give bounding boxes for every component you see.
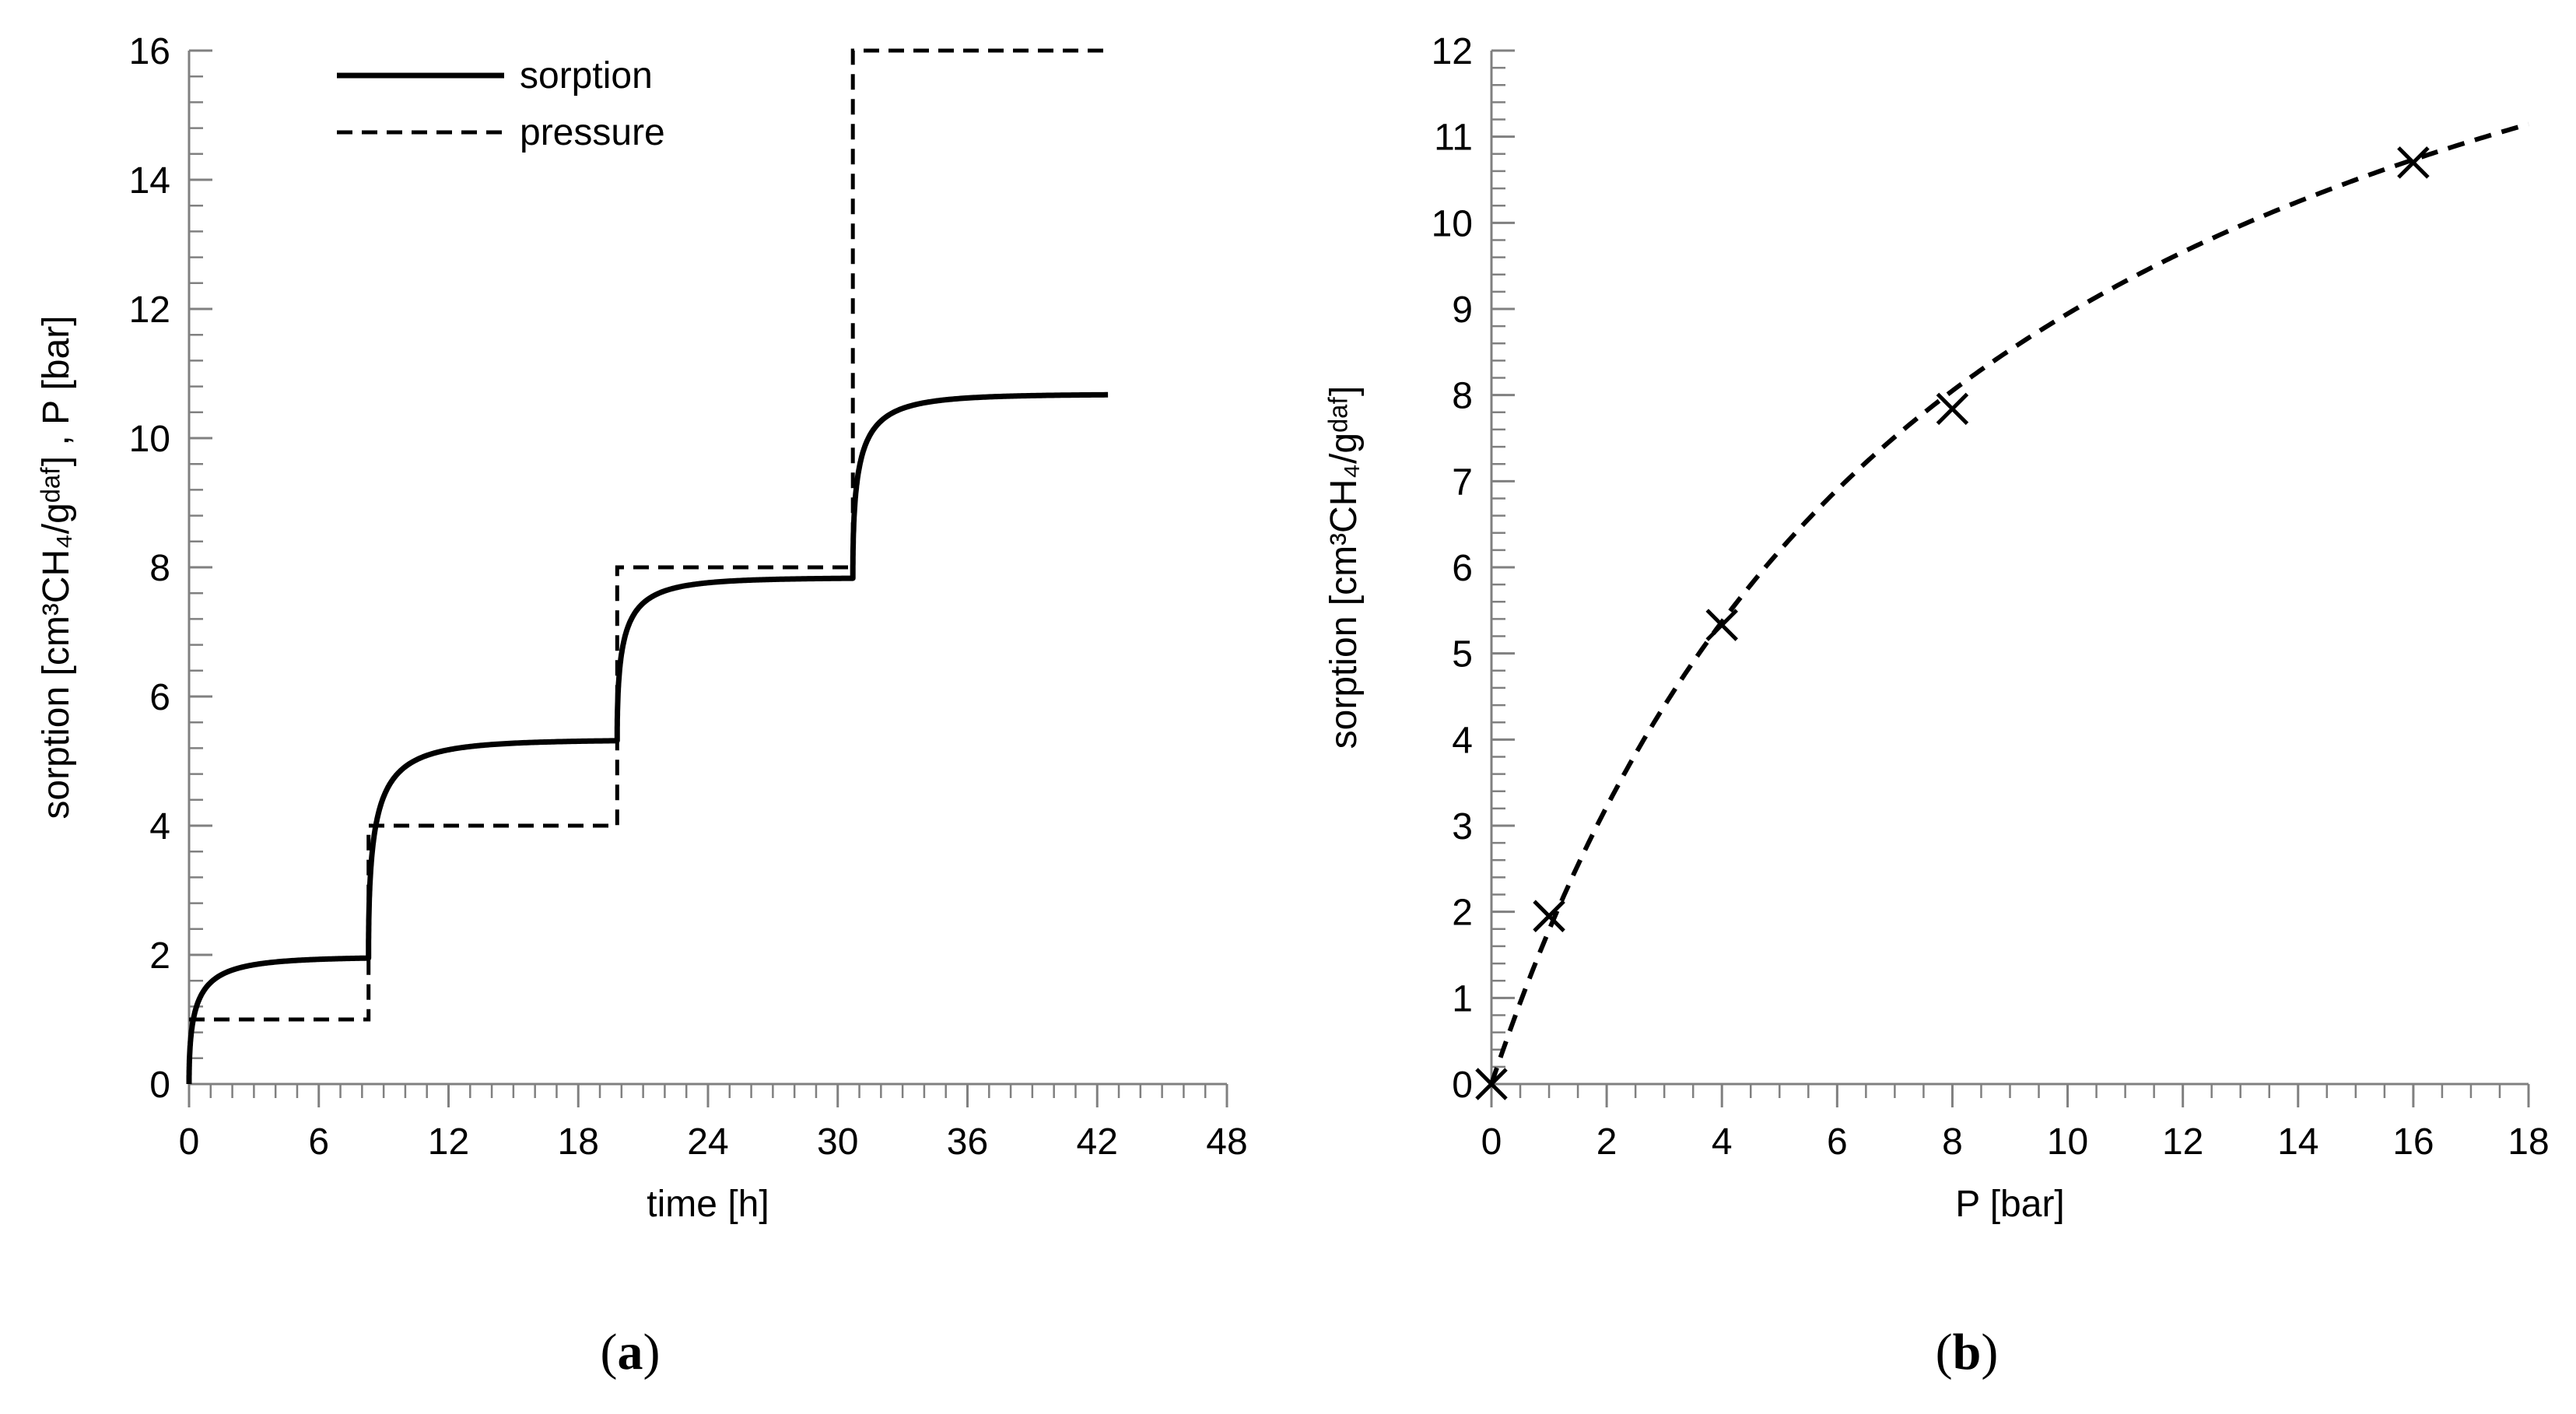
legend: sorption pressure [337, 55, 665, 153]
y-tick-label: 12 [129, 289, 170, 331]
x-tick-label: 24 [687, 1121, 728, 1163]
marker-stroke [2397, 146, 2430, 179]
data-point-marker [1705, 609, 1738, 641]
y-tick-label: 0 [149, 1065, 170, 1106]
marker-stroke [1475, 1068, 1508, 1100]
x-tick-label: 6 [308, 1121, 329, 1163]
x-axis-title: P [bar] [1955, 1184, 2065, 1225]
x-tick-label: 36 [947, 1121, 988, 1163]
marker-stroke [1533, 900, 1565, 932]
x-tick-label: 0 [179, 1121, 200, 1163]
data-point-marker [1936, 392, 1969, 426]
y-tick-label: 14 [129, 160, 170, 202]
y-tick-label: 16 [129, 31, 170, 72]
caption-a-open: ( [600, 1324, 618, 1381]
y-tick-label: 9 [1452, 289, 1473, 331]
data-point-marker [2397, 146, 2430, 179]
y-tick-label: 4 [149, 806, 170, 847]
y-tick-label: 7 [1452, 461, 1473, 503]
y-tick-label: 6 [149, 677, 170, 718]
marker-stroke [1705, 609, 1738, 641]
series-pressure-line [189, 48, 1109, 1022]
x-tick-label: 16 [2392, 1121, 2434, 1163]
caption-b: (b) [1936, 1323, 1999, 1382]
x-tick-label: 4 [1712, 1121, 1733, 1163]
x-axis-title: time [h] [647, 1184, 769, 1225]
y-tick-label: 6 [1452, 548, 1473, 589]
y-tick-label: 8 [1452, 376, 1473, 417]
x-tick-label: 18 [2508, 1121, 2549, 1163]
y-tick-label: 10 [1432, 203, 1473, 244]
x-tick-label: 12 [428, 1121, 469, 1163]
x-tick-label: 48 [1206, 1121, 1247, 1163]
legend-pressure-label: pressure [520, 112, 665, 153]
y-tick-label: 4 [1452, 720, 1473, 761]
caption-b-open: ( [1935, 1324, 1953, 1381]
x-tick-label: 18 [558, 1121, 599, 1163]
caption-a: (a) [601, 1323, 661, 1382]
y-tick-label: 1 [1452, 978, 1473, 1019]
y-tick-label: 10 [129, 419, 170, 460]
series-sorption-line [186, 391, 1109, 1086]
x-tick-label: 8 [1942, 1121, 1963, 1163]
data-point-marker [1475, 1068, 1508, 1100]
x-tick-label: 14 [2277, 1121, 2318, 1163]
data-point-marker [1533, 900, 1565, 932]
y-tick-label: 3 [1452, 806, 1473, 847]
y-axis-title: sorption [cm³CH₄/gᵈᵃᶠ] , P [bar] [36, 315, 77, 819]
x-tick-label: 2 [1596, 1121, 1617, 1163]
x-tick-label: 12 [2162, 1121, 2203, 1163]
caption-a-close: ) [643, 1324, 661, 1381]
x-tick-label: 6 [1827, 1121, 1848, 1163]
y-tick-label: 8 [149, 548, 170, 589]
caption-b-letter: b [1952, 1324, 1982, 1381]
x-tick-label: 42 [1077, 1121, 1118, 1163]
y-axis-title: sorption [cm³CH₄/gᵈᵃᶠ] [1323, 386, 1365, 749]
marker-stroke [1936, 392, 1969, 426]
y-tick-label: 2 [149, 935, 170, 977]
x-tick-label: 30 [817, 1121, 858, 1163]
y-tick-label: 0 [1452, 1065, 1473, 1106]
caption-b-close: ) [1981, 1324, 1999, 1381]
fit-curve [1489, 121, 2529, 1085]
legend-sorption-label: sorption [520, 55, 653, 96]
caption-a-letter: a [617, 1324, 643, 1381]
y-tick-label: 2 [1452, 893, 1473, 934]
y-tick-label: 5 [1452, 634, 1473, 675]
x-tick-label: 10 [2047, 1121, 2088, 1163]
y-tick-label: 11 [1434, 118, 1473, 159]
y-tick-label: 12 [1432, 31, 1473, 72]
x-tick-label: 0 [1481, 1121, 1502, 1163]
